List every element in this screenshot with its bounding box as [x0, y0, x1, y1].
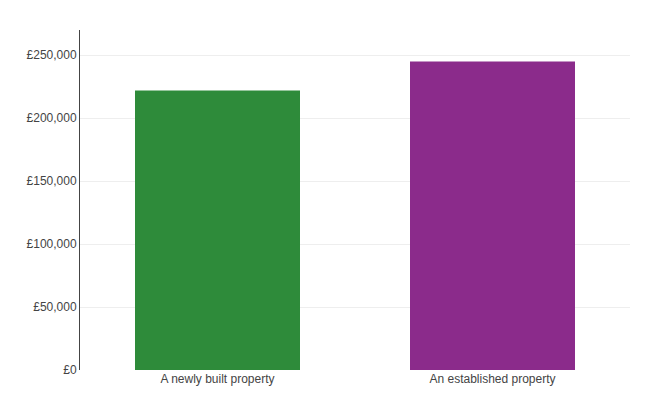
svg-text:£100,000: £100,000	[27, 237, 77, 251]
svg-text:£200,000: £200,000	[27, 111, 77, 125]
svg-text:£0: £0	[63, 363, 77, 377]
svg-text:£150,000: £150,000	[27, 174, 77, 188]
svg-text:A newly built property: A newly built property	[160, 372, 274, 386]
svg-text:£50,000: £50,000	[33, 300, 77, 314]
svg-text:£250,000: £250,000	[27, 48, 77, 62]
svg-text:An established property: An established property	[429, 372, 555, 386]
